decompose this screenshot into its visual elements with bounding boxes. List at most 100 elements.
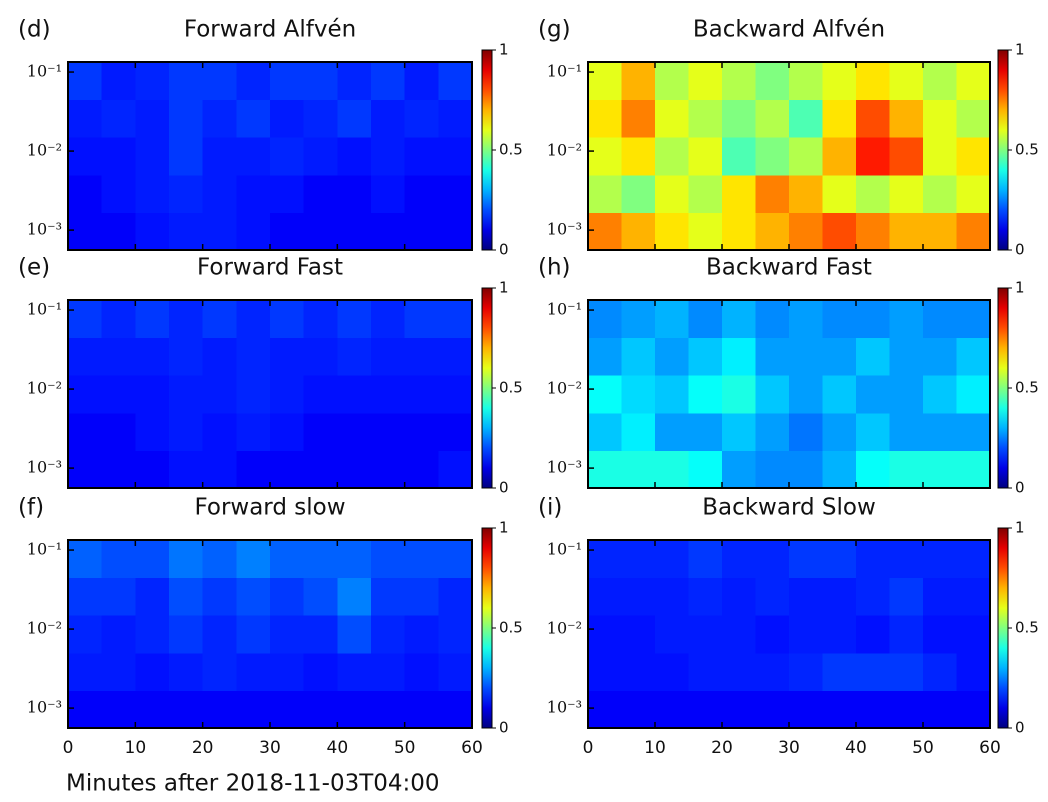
heatmap-cell xyxy=(202,137,237,176)
heatmap-cell xyxy=(236,540,271,579)
heatmap-cell xyxy=(202,212,237,251)
heatmap-cell xyxy=(889,375,924,414)
heatmap-cell xyxy=(956,577,991,616)
x-tick-label: 40 xyxy=(327,738,349,758)
x-tick-label: 0 xyxy=(63,738,74,758)
heatmap-cell xyxy=(68,412,103,451)
heatmap-cell xyxy=(722,577,756,616)
heatmap-cell xyxy=(68,174,103,213)
heatmap-cell xyxy=(956,540,991,579)
colorbar-tick-label: 0 xyxy=(1015,241,1025,259)
heatmap-cell xyxy=(923,62,957,101)
heatmap-cell xyxy=(856,375,890,414)
heatmap-cell xyxy=(688,412,723,451)
heatmap-cell xyxy=(101,375,136,414)
heatmap-cell xyxy=(202,62,237,101)
heatmap-cell xyxy=(621,412,656,451)
x-tick-label: 10 xyxy=(125,738,147,758)
heatmap-cell xyxy=(688,300,723,339)
heatmap-cell xyxy=(789,690,823,729)
heatmap-cell xyxy=(621,212,656,251)
heatmap-cell xyxy=(236,62,271,101)
heatmap-cell xyxy=(270,174,305,213)
heatmap-cell xyxy=(438,577,473,616)
heatmap-cell xyxy=(135,690,170,729)
heatmap-cell xyxy=(202,615,237,654)
heatmap-cell xyxy=(438,337,473,376)
heatmap-cell xyxy=(404,300,439,339)
heatmap-cell xyxy=(438,300,473,339)
heatmap-cell xyxy=(337,137,372,176)
heatmap-cell xyxy=(789,375,823,414)
heatmap-cell xyxy=(789,174,823,213)
heatmap-cell xyxy=(755,99,790,138)
heatmap-cell xyxy=(303,212,338,251)
x-tick-label: 20 xyxy=(711,738,733,758)
heatmap-cell xyxy=(68,450,103,489)
heatmap-cell xyxy=(789,450,823,489)
colorbar-tick-label: 1 xyxy=(499,41,509,59)
heatmap-cell xyxy=(588,337,622,376)
heatmap-cell xyxy=(789,300,823,339)
heatmap-cell xyxy=(789,212,823,251)
heatmap-cell xyxy=(169,62,204,101)
heatmap-cell xyxy=(655,300,689,339)
heatmap-cell xyxy=(856,212,890,251)
colorbar xyxy=(481,527,493,729)
panel-title: Backward Fast xyxy=(706,255,872,281)
heatmap-cell xyxy=(889,540,924,579)
heatmap-cell xyxy=(856,174,890,213)
heatmap-cell xyxy=(621,540,656,579)
heatmap-cell xyxy=(923,375,957,414)
heatmap-cell xyxy=(303,174,338,213)
heatmap-cell xyxy=(236,300,271,339)
heatmap-cell xyxy=(101,62,136,101)
heatmap-cell xyxy=(101,137,136,176)
heatmap-cell xyxy=(202,412,237,451)
heatmap-cell xyxy=(438,62,473,101)
heatmap-cell xyxy=(101,577,136,616)
heatmap-cell xyxy=(236,450,271,489)
heatmap-cell xyxy=(755,137,790,176)
heatmap-cell xyxy=(169,615,204,654)
heatmap-cell xyxy=(404,690,439,729)
heatmap-cell xyxy=(68,540,103,579)
heatmap-cell xyxy=(621,615,656,654)
heatmap-cell xyxy=(688,62,723,101)
heatmap-cell xyxy=(438,375,473,414)
heatmap-cell xyxy=(371,300,406,339)
panel-title: Forward slow xyxy=(194,495,345,521)
heatmap-cell xyxy=(688,652,723,691)
heatmap-cell xyxy=(236,99,271,138)
heatmap-cell xyxy=(101,690,136,729)
colorbar xyxy=(481,49,493,251)
heatmap-cell xyxy=(688,99,723,138)
colorbar-tick-label: 1 xyxy=(1015,279,1025,297)
heatmap-cell xyxy=(722,137,756,176)
colorbar xyxy=(997,527,1009,729)
y-tick-label: 10⁻³ xyxy=(27,698,62,717)
colorbar-tick-label: 1 xyxy=(1015,41,1025,59)
heatmap-cell xyxy=(856,99,890,138)
colorbar-tick-label: 0.5 xyxy=(499,619,523,637)
heatmap-cell xyxy=(722,540,756,579)
heatmap-cell xyxy=(856,690,890,729)
heatmap-cell xyxy=(169,577,204,616)
heatmap-cell xyxy=(371,540,406,579)
heatmap-cell xyxy=(588,375,622,414)
heatmap-cell xyxy=(270,212,305,251)
heatmap-cell xyxy=(236,615,271,654)
heatmap-cell xyxy=(722,375,756,414)
colorbar-tick-label: 0 xyxy=(499,719,509,737)
heatmap-cell xyxy=(789,652,823,691)
heatmap-cell xyxy=(303,412,338,451)
heatmap-cell xyxy=(655,99,689,138)
heatmap-cell xyxy=(303,577,338,616)
heatmap-cell xyxy=(588,690,622,729)
heatmap-cell xyxy=(236,412,271,451)
heatmap-cell xyxy=(856,137,890,176)
heatmap-cell xyxy=(404,540,439,579)
heatmap-cell xyxy=(337,375,372,414)
heatmap-cell xyxy=(588,174,622,213)
heatmap-cell xyxy=(337,337,372,376)
